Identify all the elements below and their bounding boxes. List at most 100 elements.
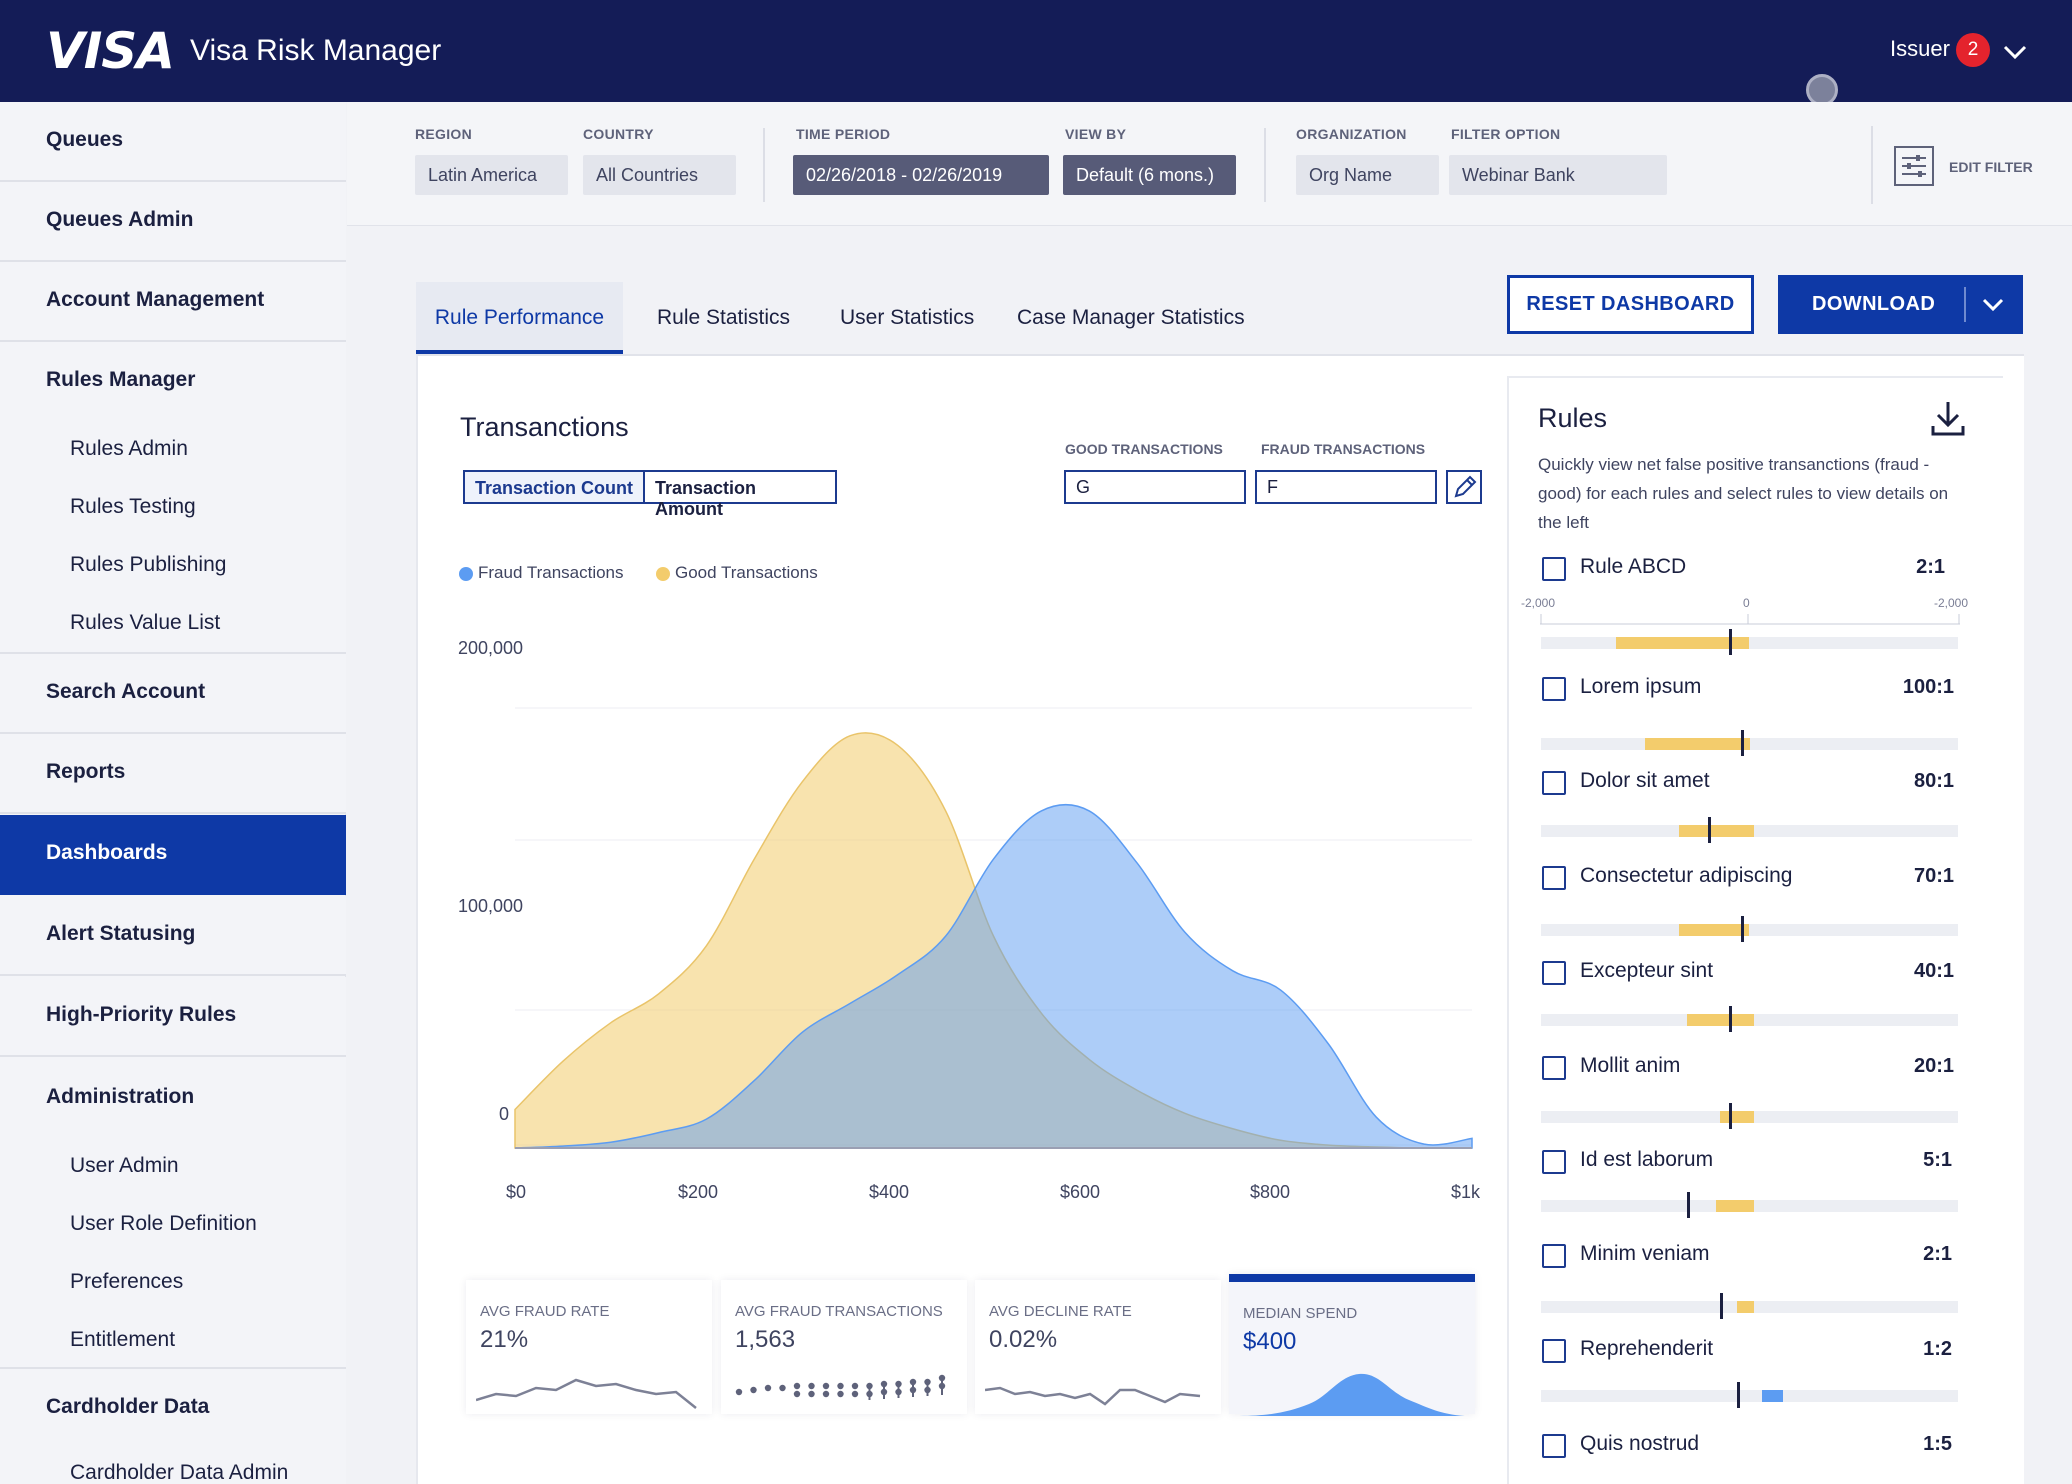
kpi-avg-fraud-rate[interactable]: AVG FRAUD RATE 21% xyxy=(466,1280,712,1414)
rule-ratio: 80:1 xyxy=(1913,770,1954,792)
sidebar-item-rules-manager[interactable]: Rules Manager xyxy=(46,368,196,391)
rule-checkbox[interactable] xyxy=(1542,677,1566,701)
user-role-label[interactable]: Issuer xyxy=(1890,36,1950,61)
transaction-count-toggle[interactable]: Transaction Count xyxy=(463,470,645,504)
sidebar-subitem-user-admin[interactable]: User Admin xyxy=(70,1154,179,1177)
chevron-down-icon[interactable] xyxy=(1976,287,2010,321)
sidebar-item-account-management[interactable]: Account Management xyxy=(0,262,346,342)
dot-mark xyxy=(793,1390,801,1398)
rule-name[interactable]: Mollit anim xyxy=(1580,1054,1681,1077)
sidebar-item-label: High-Priority Rules xyxy=(46,1003,237,1026)
kpi-avg-fraud-transactions[interactable]: AVG FRAUD TRANSACTIONS 1,563 xyxy=(721,1280,967,1414)
rule-ratio: 1:5 xyxy=(1923,1433,1952,1455)
rule-marker xyxy=(1728,1103,1732,1129)
sidebar-subitem-cardholder-data-admin[interactable]: Cardholder Data Admin xyxy=(70,1461,289,1484)
dot-mark xyxy=(909,1378,917,1386)
x-tick-label: $1k xyxy=(1451,1182,1481,1202)
sidebar-subitem-entitlement[interactable]: Entitlement xyxy=(70,1328,176,1351)
rule-range-bar xyxy=(1541,1293,1958,1319)
view-by-select[interactable]: Default (6 mons.) xyxy=(1063,155,1236,195)
filter-divider xyxy=(1871,126,1873,204)
rule-name[interactable]: Dolor sit amet xyxy=(1580,769,1710,792)
organization-select[interactable]: Org Name xyxy=(1296,155,1439,195)
tab-case-manager-statistics[interactable]: Case Manager Statistics xyxy=(1017,306,1245,329)
download-button-label: DOWNLOAD xyxy=(1812,293,1936,315)
rule-name[interactable]: Minim veniam xyxy=(1580,1242,1710,1265)
edit-filter-button[interactable]: EDIT FILTER xyxy=(1949,159,2033,175)
rule-checkbox[interactable] xyxy=(1542,1056,1566,1080)
edit-thresholds-button[interactable] xyxy=(1446,470,1482,504)
x-tick-label: $200 xyxy=(678,1182,719,1202)
time-period-select[interactable]: 02/26/2018 - 02/26/2019 xyxy=(793,155,1049,195)
kpi-value: $400 xyxy=(1243,1328,1297,1355)
kpi-dot-plot xyxy=(735,1374,946,1400)
rule-name[interactable]: Reprehenderit xyxy=(1580,1337,1714,1360)
visa-logo[interactable]: VISA xyxy=(46,22,175,80)
kpi-value: 0.02% xyxy=(989,1326,1058,1353)
filter-option-label: FILTER OPTION xyxy=(1451,126,1561,142)
app-title: Visa Risk Manager xyxy=(190,34,442,67)
sidebar-item-administration[interactable]: Administration xyxy=(46,1085,195,1108)
reset-dashboard-button[interactable]: RESET DASHBOARD xyxy=(1507,275,1754,334)
region-select[interactable]: Latin America xyxy=(415,155,568,195)
tab-user-statistics[interactable]: User Statistics xyxy=(840,306,975,329)
rule-checkbox[interactable] xyxy=(1542,771,1566,795)
sidebar-item-queues[interactable]: Queues xyxy=(0,102,346,182)
button-divider xyxy=(1964,287,1966,322)
sidebar-subitem-rules-publishing[interactable]: Rules Publishing xyxy=(70,553,227,576)
good-transactions-input[interactable]: G xyxy=(1064,470,1246,504)
rule-checkbox[interactable] xyxy=(1542,1434,1566,1458)
sidebar-item-label: Dashboards xyxy=(46,841,168,864)
tab-rule-performance[interactable]: Rule Performance xyxy=(416,282,623,354)
sidebar-item-alert-statusing[interactable]: Alert Statusing xyxy=(0,896,346,976)
sidebar-item-search-account[interactable]: Search Account xyxy=(0,654,346,734)
chevron-down-icon[interactable] xyxy=(2000,32,2030,72)
dot-mark xyxy=(822,1390,830,1398)
rule-checkbox[interactable] xyxy=(1542,1150,1566,1174)
sidebar-subitem-rules-admin[interactable]: Rules Admin xyxy=(70,437,188,460)
legend-label-good: Good Transactions xyxy=(675,563,818,582)
rule-range-fill xyxy=(1716,1200,1754,1212)
rule-checkbox[interactable] xyxy=(1542,961,1566,985)
download-button[interactable]: DOWNLOAD xyxy=(1778,275,2023,334)
rule-name[interactable]: Rule ABCD xyxy=(1580,555,1687,578)
download-icon[interactable] xyxy=(1930,398,1966,438)
sidebar-subitem-preferences[interactable]: Preferences xyxy=(70,1270,184,1293)
rule-checkbox[interactable] xyxy=(1542,1339,1566,1363)
dot-mark xyxy=(895,1388,902,1396)
legend-label-fraud: Fraud Transactions xyxy=(478,563,624,582)
kpi-avg-decline-rate[interactable]: AVG DECLINE RATE 0.02% xyxy=(975,1280,1221,1414)
rule-name[interactable]: Consectetur adipiscing xyxy=(1580,864,1793,887)
organization-label: ORGANIZATION xyxy=(1296,126,1407,142)
transactions-area-chart xyxy=(514,707,1473,1149)
rules-axis-max: -2,000 xyxy=(1934,596,1969,610)
sidebar-item-high-priority-rules[interactable]: High-Priority Rules xyxy=(0,977,346,1057)
dot-mark xyxy=(880,1380,888,1388)
rule-name[interactable]: Id est laborum xyxy=(1580,1148,1714,1171)
sidebar-item-queues-admin[interactable]: Queues Admin xyxy=(0,182,346,262)
sliders-icon[interactable] xyxy=(1893,145,1935,187)
kpi-value: 21% xyxy=(480,1326,529,1353)
kpi-median-spend[interactable]: MEDIAN SPEND $400 xyxy=(1229,1274,1475,1416)
rule-checkbox[interactable] xyxy=(1542,557,1566,581)
tab-rule-statistics[interactable]: Rule Statistics xyxy=(657,306,791,329)
sidebar-item-label: Reports xyxy=(46,760,126,783)
sidebar-item-reports[interactable]: Reports xyxy=(0,734,346,814)
country-select[interactable]: All Countries xyxy=(583,155,736,195)
x-tick-label: $0 xyxy=(506,1182,527,1202)
notification-badge[interactable]: 2 xyxy=(1956,33,1990,67)
sidebar-item-dashboards[interactable]: Dashboards xyxy=(0,815,346,895)
transaction-amount-toggle[interactable]: Transaction Amount xyxy=(643,470,837,519)
sidebar-subitem-rules-testing[interactable]: Rules Testing xyxy=(70,495,196,518)
rule-range-fill xyxy=(1616,637,1750,649)
sidebar-subitem-rules-value-list[interactable]: Rules Value List xyxy=(70,611,221,634)
rule-name[interactable]: Quis nostrud xyxy=(1580,1432,1700,1455)
fraud-transactions-input[interactable]: F xyxy=(1255,470,1437,504)
rule-name[interactable]: Excepteur sint xyxy=(1580,959,1714,982)
rule-name[interactable]: Lorem ipsum xyxy=(1580,675,1702,698)
rule-checkbox[interactable] xyxy=(1542,1244,1566,1268)
sidebar-item-cardholder-data[interactable]: Cardholder Data xyxy=(46,1395,210,1418)
filter-option-select[interactable]: Webinar Bank xyxy=(1449,155,1667,195)
sidebar-subitem-user-role-definition[interactable]: User Role Definition xyxy=(70,1212,257,1235)
rule-checkbox[interactable] xyxy=(1542,866,1566,890)
